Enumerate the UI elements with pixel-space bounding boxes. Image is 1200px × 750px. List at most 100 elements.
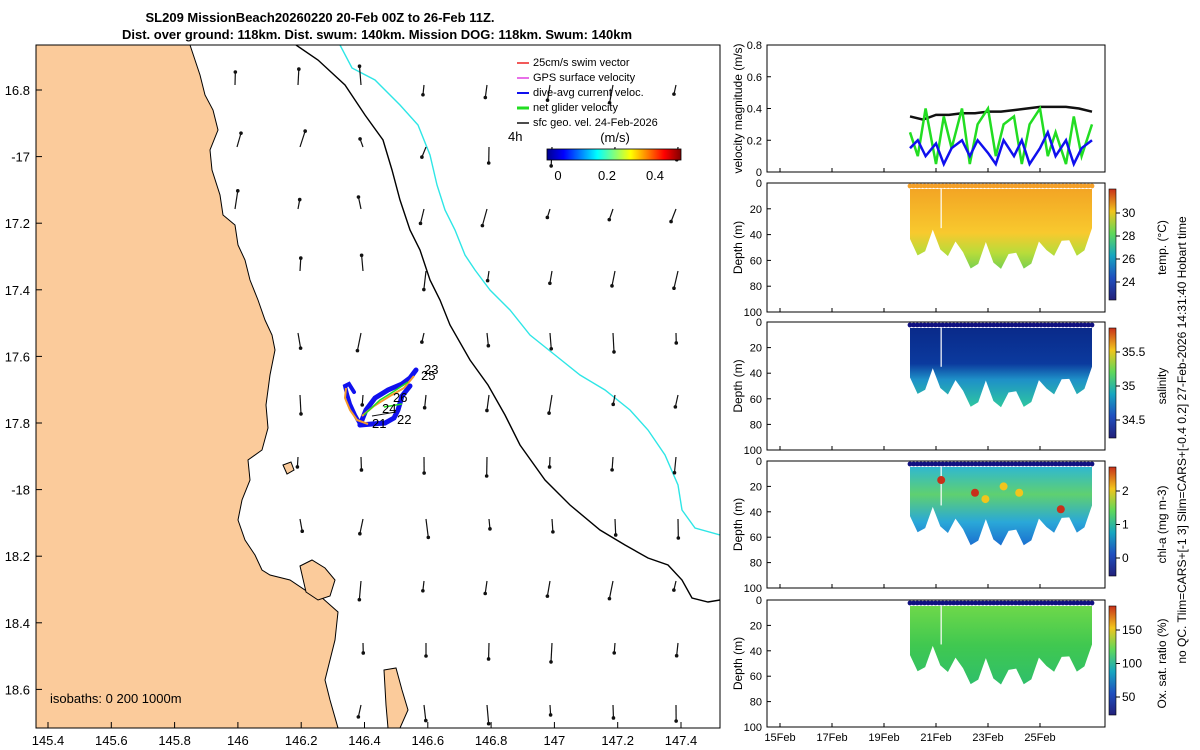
surface-sample-dot <box>929 600 935 606</box>
velocity-arrow-head <box>356 195 361 199</box>
surface-sample-dot <box>940 600 946 606</box>
velocity-arrow-head <box>480 223 485 228</box>
velocity-arrow-head <box>607 100 612 105</box>
surface-sample-dot <box>1013 183 1018 189</box>
panel-chlorophyll: 0 20 40 60 80 100 Depth (m) 2 1 0 chl-a (mg m-3) <box>731 456 1169 595</box>
y-tick-label: 100 <box>744 722 762 734</box>
surface-sample-dot <box>1042 322 1048 328</box>
y-tick-label: 40 <box>750 230 762 242</box>
velocity-arrow-head <box>483 591 488 596</box>
velocity-arrow <box>421 146 427 158</box>
velocity-arrow-head <box>486 657 491 661</box>
surface-sample-dot <box>914 600 920 606</box>
velocity-arrow <box>548 394 553 414</box>
surface-sample-dot <box>994 322 1000 328</box>
map-x-tick-label: 145.8 <box>158 733 191 748</box>
surface-sample-dot <box>1016 600 1022 606</box>
surface-sample-dot <box>994 183 1000 189</box>
surface-sample-dot <box>984 600 989 606</box>
surface-sample-dot <box>954 461 960 467</box>
velocity-arrow <box>609 84 614 103</box>
velocity-arrow-head <box>361 651 366 655</box>
surface-sample-dot <box>1053 461 1058 467</box>
map-x-tick-label: 146.6 <box>412 733 445 748</box>
surface-sample-dot <box>1038 600 1044 606</box>
island-mid <box>282 461 295 475</box>
surface-sample-dot <box>947 322 953 328</box>
surface-sample-dot <box>1016 461 1022 467</box>
velocity-arrow <box>670 208 677 222</box>
surface-sample-dot <box>1064 322 1069 328</box>
map-y-tick-label: 17.2 <box>5 216 30 231</box>
velocity-arrow <box>299 258 302 272</box>
surface-sample-dot <box>1049 461 1055 467</box>
velocity-arrow-head <box>235 189 240 193</box>
surface-sample-dot <box>1060 183 1066 189</box>
y-tick-label: 60 <box>750 394 762 406</box>
velocity-arrow-head <box>549 347 554 351</box>
velocity-arrow-head <box>486 161 491 165</box>
surface-sample-dot <box>929 183 935 189</box>
surface-sample-dot <box>1005 322 1011 328</box>
velocity-arrow <box>357 704 362 718</box>
colorbar-tick-label: 28 <box>1122 229 1136 243</box>
surface-sample-dot <box>1071 183 1077 189</box>
panel-colorbar <box>1108 466 1117 577</box>
isobath-note: isobaths: 0 200 1000m <box>50 691 182 706</box>
y-tick-label: 40 <box>750 507 762 519</box>
x-tick-label: 25Feb <box>1024 732 1055 744</box>
velocity-arrow <box>486 394 490 411</box>
surface-sample-dot <box>976 322 982 328</box>
surface-sample-dot <box>918 600 924 606</box>
surface-sample-dot <box>980 461 986 467</box>
surface-sample-dot <box>987 322 993 328</box>
chl-hotspot <box>1056 505 1065 514</box>
x-tick-label: 15Feb <box>764 732 795 744</box>
surface-sample-dot <box>925 461 931 467</box>
surface-sample-dot <box>1002 183 1008 189</box>
map-x-tick-label: 146.8 <box>475 733 508 748</box>
velocity-arrow-head <box>674 653 679 658</box>
y-tick-label: 20 <box>750 620 762 632</box>
surface-sample-dot <box>1075 461 1080 467</box>
velocity-arrow-head <box>423 718 428 723</box>
surface-sample-dot <box>929 322 935 328</box>
colorbar-label: Ox. sat. ratio (%) <box>1155 618 1169 708</box>
surface-sample-dot <box>1031 322 1037 328</box>
colorbar-tick-label: 2 <box>1122 484 1129 498</box>
surface-sample-dot <box>1060 322 1066 328</box>
surface-sample-dot <box>958 322 964 328</box>
map-y-tick-label: 18.4 <box>5 616 30 631</box>
panel-colorbar <box>1108 327 1117 439</box>
velocity-arrow-head <box>298 256 303 260</box>
island-south <box>299 559 336 601</box>
y-tick-label: 40 <box>750 368 762 380</box>
colorbar-tick: 0.4 <box>646 168 664 183</box>
map-y-ticks: 16.8 -17 17.2 17.4 17.6 17.8 -18 18.2 18.4 18.6 <box>5 83 42 697</box>
surface-sample-dot <box>987 461 993 467</box>
map-y-tick-label: 17.6 <box>5 349 30 364</box>
surface-sample-dot <box>969 600 975 606</box>
surface-sample-dot <box>1064 461 1069 467</box>
colorbar-tick-label: 150 <box>1122 623 1142 637</box>
velocity-arrow-head <box>548 281 552 286</box>
y-tick-label: 0 <box>756 595 762 607</box>
colorbar-label: temp. (°C) <box>1155 220 1169 275</box>
chl-hotspot <box>937 476 946 485</box>
surface-sample-dot <box>998 183 1004 189</box>
surface-sample-dot <box>933 322 938 328</box>
velocity-arrow <box>546 580 551 597</box>
section-fill <box>910 606 1092 685</box>
isobath-1000m <box>339 45 720 536</box>
legend-label: 25cm/s swim vector <box>533 57 630 69</box>
surface-sample-dot <box>1009 183 1015 189</box>
velocity-arrow-head <box>299 412 303 416</box>
surface-sample-dot <box>1085 461 1091 467</box>
velocity-arrow-head <box>422 405 427 410</box>
velocity-arrow-head <box>485 278 490 283</box>
surface-sample-dot <box>1078 461 1084 467</box>
surface-sample-dot <box>980 600 986 606</box>
surface-sample-dot <box>925 183 931 189</box>
legend-label: dive-avg current veloc. <box>533 87 644 99</box>
